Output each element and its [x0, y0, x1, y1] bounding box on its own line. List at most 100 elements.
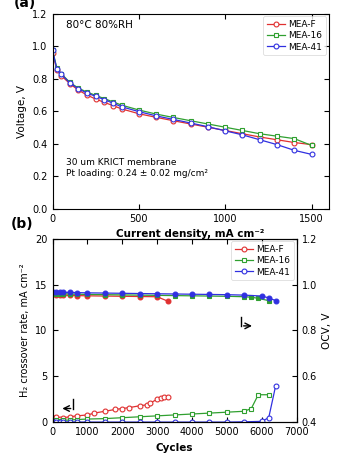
MEA-16: [103, 416, 107, 421]
MEA-F: [138, 403, 142, 409]
MEA-16: [275, 134, 279, 139]
Text: (b): (b): [11, 217, 34, 231]
MEA-F: [275, 137, 279, 142]
MEA-16: [54, 418, 58, 423]
MEA-41: [155, 420, 159, 425]
MEA-41: [68, 420, 72, 425]
Y-axis label: OCV, V: OCV, V: [322, 312, 333, 349]
MEA-F: [59, 73, 63, 78]
MEA-41: [61, 420, 65, 425]
MEA-16: [242, 409, 246, 414]
Text: 80°C 80%RH: 80°C 80%RH: [66, 20, 133, 30]
Line: MEA-F: MEA-F: [50, 394, 170, 424]
MEA-41: [58, 420, 62, 425]
MEA-41: [54, 420, 58, 425]
Text: (a): (a): [14, 0, 36, 10]
X-axis label: Current density, mA cm⁻²: Current density, mA cm⁻²: [117, 229, 265, 239]
MEA-16: [207, 410, 212, 416]
MEA-16: [68, 79, 72, 85]
MEA-41: [51, 420, 55, 425]
MEA-16: [51, 419, 55, 425]
MEA-F: [154, 115, 158, 120]
MEA-16: [120, 415, 124, 420]
MEA-F: [76, 87, 80, 93]
MEA-F: [165, 394, 170, 399]
MEA-16: [206, 121, 210, 127]
MEA-F: [148, 400, 152, 406]
MEA-41: [292, 147, 296, 153]
MEA-41: [207, 420, 212, 425]
MEA-41: [225, 420, 229, 425]
MEA-16: [76, 85, 80, 91]
Legend: MEA-F, MEA-16, MEA-41: MEA-F, MEA-16, MEA-41: [263, 17, 326, 55]
MEA-41: [76, 86, 80, 92]
MEA-41: [55, 66, 59, 72]
MEA-F: [102, 100, 106, 105]
MEA-16: [75, 417, 79, 422]
MEA-16: [138, 414, 142, 420]
MEA-F: [127, 405, 131, 410]
MEA-F: [120, 406, 124, 411]
X-axis label: Cycles: Cycles: [156, 442, 193, 453]
Line: MEA-41: MEA-41: [50, 383, 278, 425]
MEA-F: [85, 92, 89, 98]
MEA-41: [172, 117, 176, 122]
MEA-16: [310, 143, 314, 148]
MEA-16: [68, 417, 72, 423]
Line: MEA-16: MEA-16: [50, 48, 314, 148]
MEA-F: [159, 396, 163, 401]
MEA-16: [58, 418, 62, 424]
MEA-41: [260, 419, 264, 424]
MEA-16: [137, 107, 141, 113]
MEA-41: [52, 420, 56, 425]
MEA-F: [292, 140, 296, 145]
MEA-16: [61, 418, 65, 423]
MEA-16: [111, 99, 115, 105]
MEA-F: [137, 111, 141, 117]
MEA-F: [206, 124, 210, 130]
MEA-F: [58, 416, 62, 421]
MEA-41: [94, 94, 98, 99]
MEA-41: [111, 101, 115, 106]
MEA-41: [240, 132, 244, 138]
MEA-F: [310, 142, 314, 147]
MEA-F: [223, 128, 227, 133]
MEA-41: [138, 420, 142, 425]
MEA-F: [113, 407, 117, 412]
MEA-16: [223, 124, 227, 130]
MEA-F: [51, 50, 55, 56]
MEA-F: [85, 412, 89, 418]
MEA-16: [292, 136, 296, 141]
MEA-16: [155, 413, 159, 419]
MEA-41: [188, 120, 193, 126]
MEA-F: [111, 103, 115, 108]
MEA-F: [162, 395, 166, 400]
MEA-41: [137, 109, 141, 114]
MEA-16: [225, 409, 229, 415]
MEA-41: [85, 90, 89, 96]
MEA-41: [310, 151, 314, 157]
MEA-16: [173, 412, 177, 418]
MEA-F: [75, 413, 79, 419]
MEA-F: [94, 96, 98, 102]
MEA-16: [258, 131, 262, 136]
MEA-41: [102, 97, 106, 102]
MEA-41: [274, 383, 278, 388]
MEA-16: [190, 411, 194, 417]
Legend: MEA-F, MEA-16, MEA-41: MEA-F, MEA-16, MEA-41: [231, 241, 294, 280]
MEA-F: [68, 414, 72, 420]
MEA-F: [103, 409, 107, 414]
MEA-41: [68, 80, 72, 86]
MEA-41: [258, 137, 262, 142]
MEA-16: [102, 96, 106, 101]
MEA-F: [172, 118, 176, 123]
MEA-F: [92, 410, 96, 416]
MEA-F: [52, 415, 56, 420]
MEA-F: [54, 414, 58, 420]
MEA-16: [120, 102, 124, 108]
MEA-41: [275, 142, 279, 147]
MEA-16: [59, 71, 63, 76]
MEA-41: [154, 113, 158, 118]
Line: MEA-F: MEA-F: [50, 50, 314, 147]
MEA-F: [68, 81, 72, 86]
